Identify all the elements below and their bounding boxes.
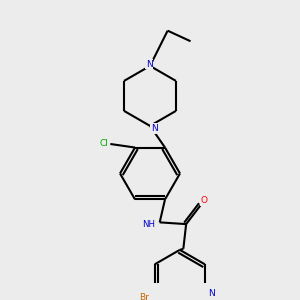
Text: O: O [201,196,208,205]
Text: Cl: Cl [100,140,108,148]
Text: Br: Br [139,293,149,300]
Text: N: N [208,289,214,298]
Text: N: N [146,60,153,69]
Text: NH: NH [142,220,156,229]
Text: N: N [151,124,158,133]
